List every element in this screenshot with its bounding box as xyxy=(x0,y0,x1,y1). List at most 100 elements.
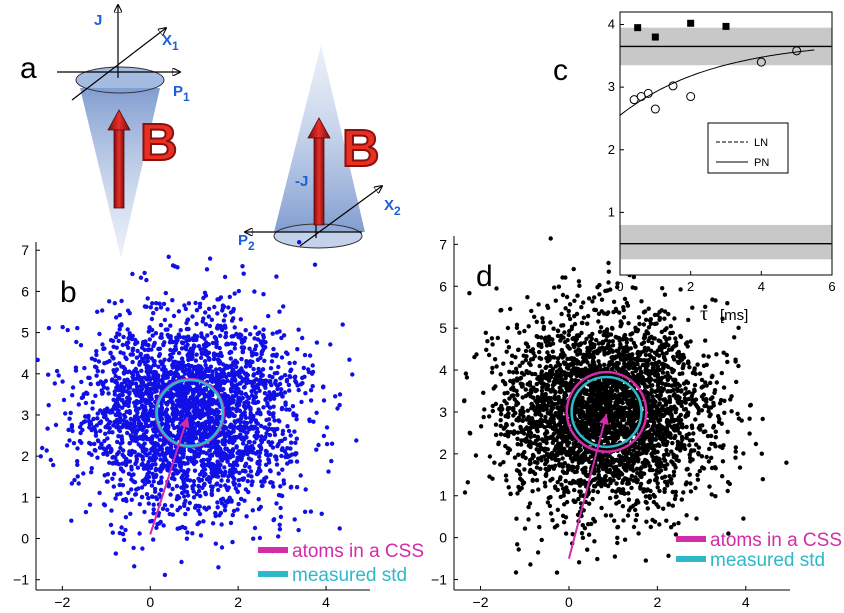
data-point xyxy=(123,459,128,464)
data-point xyxy=(270,427,275,432)
data-point xyxy=(205,426,210,431)
data-point xyxy=(127,459,133,464)
data-point xyxy=(292,517,297,522)
data-point xyxy=(662,316,667,321)
data-point xyxy=(274,454,279,459)
data-point xyxy=(87,425,92,430)
data-point xyxy=(467,291,472,296)
data-point xyxy=(277,522,282,527)
data-point xyxy=(207,432,212,437)
data-point xyxy=(262,358,267,363)
data-point xyxy=(308,388,314,393)
data-point xyxy=(537,524,542,530)
data-point xyxy=(251,351,257,357)
data-point xyxy=(149,316,155,322)
data-point xyxy=(193,503,199,508)
data-point xyxy=(285,424,290,429)
data-point xyxy=(244,430,249,436)
data-point xyxy=(160,461,166,467)
data-point xyxy=(112,404,117,409)
data-point xyxy=(113,334,119,340)
data-point xyxy=(281,333,287,338)
data-point xyxy=(576,560,582,565)
data-point xyxy=(278,505,283,511)
data-point xyxy=(168,451,173,456)
data-point xyxy=(110,338,116,344)
data-point xyxy=(672,357,677,362)
data-point xyxy=(157,492,162,497)
data-point xyxy=(279,453,284,459)
data-point xyxy=(229,411,234,417)
data-point xyxy=(689,448,694,453)
data-point xyxy=(310,363,315,368)
data-point xyxy=(210,340,216,346)
data-point xyxy=(151,479,156,484)
data-point xyxy=(88,381,93,387)
data-point xyxy=(154,427,159,433)
data-point xyxy=(218,483,223,489)
data-point xyxy=(271,414,276,419)
y-tick-label: 1 xyxy=(439,488,447,504)
data-point xyxy=(148,305,153,310)
data-point xyxy=(230,512,235,518)
data-point xyxy=(247,346,252,351)
data-point xyxy=(165,420,170,426)
data-point xyxy=(54,368,60,374)
data-point xyxy=(237,374,242,379)
data-point xyxy=(216,409,221,415)
y-tick-label: 3 xyxy=(21,407,29,423)
data-point xyxy=(263,434,268,440)
data-point xyxy=(309,371,315,376)
data-point xyxy=(206,342,211,347)
data-point xyxy=(165,462,171,468)
data-point xyxy=(586,532,592,537)
data-point xyxy=(147,337,152,342)
data-point xyxy=(540,316,545,321)
data-point xyxy=(80,395,86,400)
data-point xyxy=(121,537,127,543)
data-point xyxy=(185,530,190,535)
data-point xyxy=(133,381,139,386)
data-point xyxy=(112,362,118,367)
data-point xyxy=(144,492,150,497)
data-point xyxy=(140,457,146,462)
data-point xyxy=(94,352,99,358)
data-point xyxy=(514,516,519,521)
data-point xyxy=(280,394,285,399)
data-point xyxy=(229,449,235,455)
data-point xyxy=(128,452,134,457)
data-point xyxy=(267,411,272,416)
data-point xyxy=(279,438,285,443)
data-point xyxy=(592,539,597,544)
data-point xyxy=(212,420,217,425)
data-point xyxy=(174,413,179,418)
data-point xyxy=(107,358,112,364)
data-point xyxy=(111,423,116,428)
data-point xyxy=(131,434,136,439)
data-point xyxy=(580,535,586,540)
data-point xyxy=(231,462,236,468)
data-point xyxy=(164,402,170,407)
data-point xyxy=(690,305,695,310)
data-point xyxy=(102,346,107,351)
data-point xyxy=(158,417,164,422)
data-point xyxy=(207,256,213,261)
data-point xyxy=(68,410,73,416)
data-point xyxy=(196,385,201,390)
data-point xyxy=(199,408,205,413)
data-point xyxy=(268,469,273,474)
data-point xyxy=(75,462,80,467)
data-point xyxy=(160,466,165,471)
data-point xyxy=(626,321,631,326)
data-point xyxy=(503,473,509,478)
data-point xyxy=(238,496,244,502)
data-point xyxy=(220,430,226,435)
data-point xyxy=(170,486,175,492)
data-point xyxy=(129,487,134,492)
data-point xyxy=(279,387,284,392)
data-point xyxy=(146,495,151,501)
data-point xyxy=(186,357,191,363)
data-point xyxy=(270,375,275,380)
data-point xyxy=(100,342,105,347)
data-point xyxy=(104,417,110,422)
